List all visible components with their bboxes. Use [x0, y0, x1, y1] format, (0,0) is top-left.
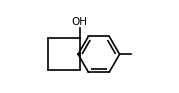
Text: OH: OH: [72, 17, 88, 27]
